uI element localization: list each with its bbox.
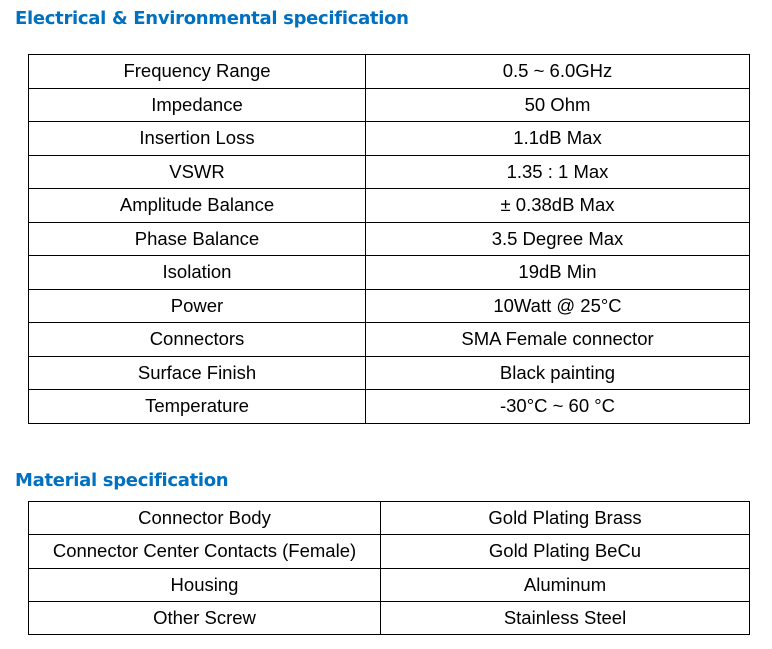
table-row: Frequency Range 0.5 ~ 6.0GHz bbox=[28, 54, 750, 89]
spec-value: Stainless Steel bbox=[380, 600, 750, 636]
electrical-heading: Electrical & Environmental specification bbox=[15, 8, 409, 29]
spec-parameter: Isolation bbox=[28, 255, 366, 290]
spec-value: 19dB Min bbox=[365, 255, 750, 290]
spec-value: Gold Plating Brass bbox=[380, 500, 750, 536]
spec-value: Aluminum bbox=[380, 567, 750, 602]
spec-value: 3.5 Degree Max bbox=[365, 221, 750, 256]
material-heading: Material specification bbox=[15, 470, 229, 491]
spec-value: ± 0.38dB Max bbox=[365, 188, 750, 223]
table-row: Temperature -30°C ~ 60 °C bbox=[28, 389, 750, 424]
table-row: Connector Center Contacts (Female) Gold P… bbox=[28, 534, 750, 569]
table-row: Insertion Loss 1.1dB Max bbox=[28, 121, 750, 156]
table-row: Amplitude Balance ± 0.38dB Max bbox=[28, 188, 750, 223]
spec-parameter: Other Screw bbox=[28, 600, 381, 636]
spec-value: 50 Ohm bbox=[365, 87, 750, 122]
spec-parameter: Frequency Range bbox=[28, 54, 366, 89]
spec-parameter: Impedance bbox=[28, 87, 366, 122]
electrical-spec-table: Frequency Range 0.5 ~ 6.0GHz Impedance 50 O… bbox=[28, 54, 750, 424]
table-row: Impedance 50 Ohm bbox=[28, 87, 750, 122]
spec-value: Gold Plating BeCu bbox=[380, 534, 750, 569]
material-spec-table: Connector Body Gold Plating Brass Connecto… bbox=[28, 500, 750, 636]
spec-value: Black painting bbox=[365, 355, 750, 390]
table-row: Phase Balance 3.5 Degree Max bbox=[28, 221, 750, 256]
spec-parameter: Connector Body bbox=[28, 500, 381, 536]
spec-parameter: Insertion Loss bbox=[28, 121, 366, 156]
table-row: VSWR 1.35 : 1 Max bbox=[28, 154, 750, 189]
spec-parameter: Housing bbox=[28, 567, 381, 602]
table-row: Isolation 19dB Min bbox=[28, 255, 750, 290]
table-row: Connector Body Gold Plating Brass bbox=[28, 500, 750, 536]
spec-value: -30°C ~ 60 °C bbox=[365, 389, 750, 424]
table-row: Housing Aluminum bbox=[28, 567, 750, 602]
spec-parameter: Connectors bbox=[28, 322, 366, 357]
spec-parameter: Temperature bbox=[28, 389, 366, 424]
spec-parameter: Surface Finish bbox=[28, 355, 366, 390]
spec-parameter: Power bbox=[28, 288, 366, 323]
spec-parameter: Phase Balance bbox=[28, 221, 366, 256]
spec-value: SMA Female connector bbox=[365, 322, 750, 357]
spec-value: 1.35 : 1 Max bbox=[365, 154, 750, 189]
table-row: Connectors SMA Female connector bbox=[28, 322, 750, 357]
spec-parameter: Amplitude Balance bbox=[28, 188, 366, 223]
spec-parameter: Connector Center Contacts (Female) bbox=[28, 534, 381, 569]
table-row: Other Screw Stainless Steel bbox=[28, 600, 750, 636]
spec-value: 10Watt @ 25°C bbox=[365, 288, 750, 323]
table-row: Surface Finish Black painting bbox=[28, 355, 750, 390]
spec-value: 0.5 ~ 6.0GHz bbox=[365, 54, 750, 89]
spec-value: 1.1dB Max bbox=[365, 121, 750, 156]
table-row: Power 10Watt @ 25°C bbox=[28, 288, 750, 323]
spec-parameter: VSWR bbox=[28, 154, 366, 189]
